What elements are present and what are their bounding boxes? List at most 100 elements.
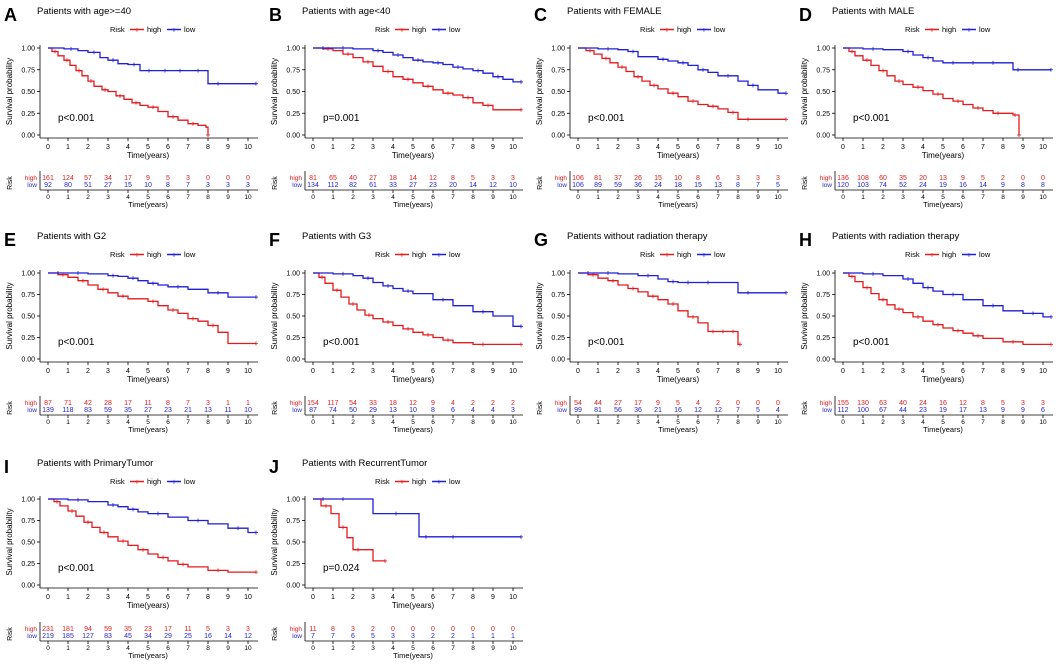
risk-x-tick-label: 2 <box>616 194 620 201</box>
risk-count-low: 112 <box>837 407 848 414</box>
censor-mark-low <box>951 292 955 297</box>
censor-mark-low <box>321 46 325 50</box>
legend-title: Risk <box>905 25 920 34</box>
risk-count-low: 17 <box>959 407 967 414</box>
y-tick-label: 0.00 <box>21 583 35 590</box>
risk-row-label-high: high <box>290 400 303 407</box>
risk-count-high: 40 <box>899 400 907 407</box>
risk-count-high: 0 <box>776 400 780 407</box>
censor-mark-low <box>216 290 220 295</box>
x-tick-label: 5 <box>411 594 415 601</box>
risk-count-low: 4 <box>471 407 475 414</box>
risk-count-high: 17 <box>164 626 172 633</box>
censor-mark-high <box>519 107 523 112</box>
risk-x-tick-label: 6 <box>961 419 965 426</box>
x-tick-label: 6 <box>696 144 700 151</box>
x-tick-label: 0 <box>576 144 580 151</box>
legend: Risk + high + low <box>640 25 726 35</box>
risk-count-high: 18 <box>389 400 397 407</box>
risk-count-high: 3 <box>756 175 760 182</box>
censor-mark-low <box>131 276 135 281</box>
x-tick-label: 2 <box>616 368 620 375</box>
censor-mark-low <box>132 62 136 67</box>
risk-count-high: 3 <box>491 175 495 182</box>
p-value: p<0.001 <box>58 337 95 348</box>
y-tick-label: 0.75 <box>21 67 35 74</box>
risk-count-high: 8 <box>331 626 335 633</box>
risk-x-tick-label: 8 <box>1001 194 1005 201</box>
x-tick-label: 10 <box>509 368 517 375</box>
censor-mark-low <box>671 279 675 284</box>
censor-mark-high <box>731 110 735 115</box>
censor-mark-high <box>351 301 355 306</box>
x-tick-label: 7 <box>981 144 985 151</box>
censor-mark-high <box>850 274 854 279</box>
risk-count-high: 5 <box>676 400 680 407</box>
censor-mark-low <box>386 283 390 288</box>
risk-count-high: 3 <box>351 626 355 633</box>
risk-count-low: 52 <box>899 182 907 189</box>
risk-count-low: 118 <box>62 407 73 414</box>
x-tick-label: 6 <box>166 144 170 151</box>
censor-mark-high <box>121 294 125 299</box>
censor-mark-high <box>55 499 59 504</box>
x-tick-label: 2 <box>351 144 355 151</box>
censor-mark-high <box>738 342 742 347</box>
y-tick-label: 0.50 <box>21 314 35 321</box>
risk-x-tick-label: 7 <box>186 419 190 426</box>
x-tick-label: 2 <box>616 144 620 151</box>
x-tick-label: 3 <box>371 594 375 601</box>
risk-x-tick-label: 10 <box>509 419 517 426</box>
risk-count-low: 3 <box>411 633 415 640</box>
panel-letter: A <box>4 5 17 25</box>
risk-count-low: 1 <box>491 633 495 640</box>
censor-mark-low <box>751 83 755 88</box>
risk-count-low: 80 <box>64 182 72 189</box>
x-tick-label: 5 <box>146 144 150 151</box>
risk-row-label-low: low <box>27 182 37 189</box>
legend-title: Risk <box>905 250 920 259</box>
risk-count-low: 24 <box>654 182 662 189</box>
censor-mark-low <box>254 81 258 86</box>
censor-mark-low <box>254 530 258 535</box>
censor-mark-high <box>89 79 93 84</box>
risk-count-high: 0 <box>431 626 435 633</box>
p-value: p<0.001 <box>853 113 890 124</box>
x-tick-label: 2 <box>881 368 885 375</box>
x-tick-label: 2 <box>86 368 90 375</box>
risk-table-title: Risk <box>272 401 279 415</box>
risk-count-low: 103 <box>857 182 869 189</box>
risk-x-tick-label: 4 <box>921 419 925 426</box>
risk-count-low: 10 <box>144 182 152 189</box>
km-curve-low <box>313 47 521 83</box>
censor-mark-low <box>424 534 428 539</box>
censor-mark-low <box>784 91 788 96</box>
censor-mark-high <box>81 278 85 283</box>
risk-x-tick-label: 1 <box>66 419 70 426</box>
risk-count-low: 2 <box>431 633 435 640</box>
x-tick-label: 8 <box>206 368 210 375</box>
y-axis-label: Survival probability <box>535 282 544 349</box>
risk-count-low: 19 <box>939 182 947 189</box>
censor-mark-high <box>446 91 450 96</box>
x-tick-label: 0 <box>841 368 845 375</box>
risk-count-high: 11 <box>144 400 151 407</box>
panel-title: Patients with G3 <box>302 231 371 242</box>
x-tick-label: 1 <box>861 144 865 151</box>
legend-title: Risk <box>375 25 390 34</box>
censor-mark-low <box>926 55 930 60</box>
risk-row-label-high: high <box>290 175 303 182</box>
risk-count-high: 0 <box>246 175 250 182</box>
risk-count-high: 0 <box>511 626 515 633</box>
x-tick-label: 8 <box>471 144 475 151</box>
risk-x-tick-label: 4 <box>921 194 925 201</box>
risk-count-high: 81 <box>594 175 602 182</box>
risk-row-label-high: high <box>555 175 568 182</box>
legend-mark-high: + <box>930 251 935 260</box>
km-curve-low <box>843 272 1051 318</box>
risk-x-tick-label: 10 <box>509 645 517 652</box>
x-tick-label: 10 <box>244 144 252 151</box>
